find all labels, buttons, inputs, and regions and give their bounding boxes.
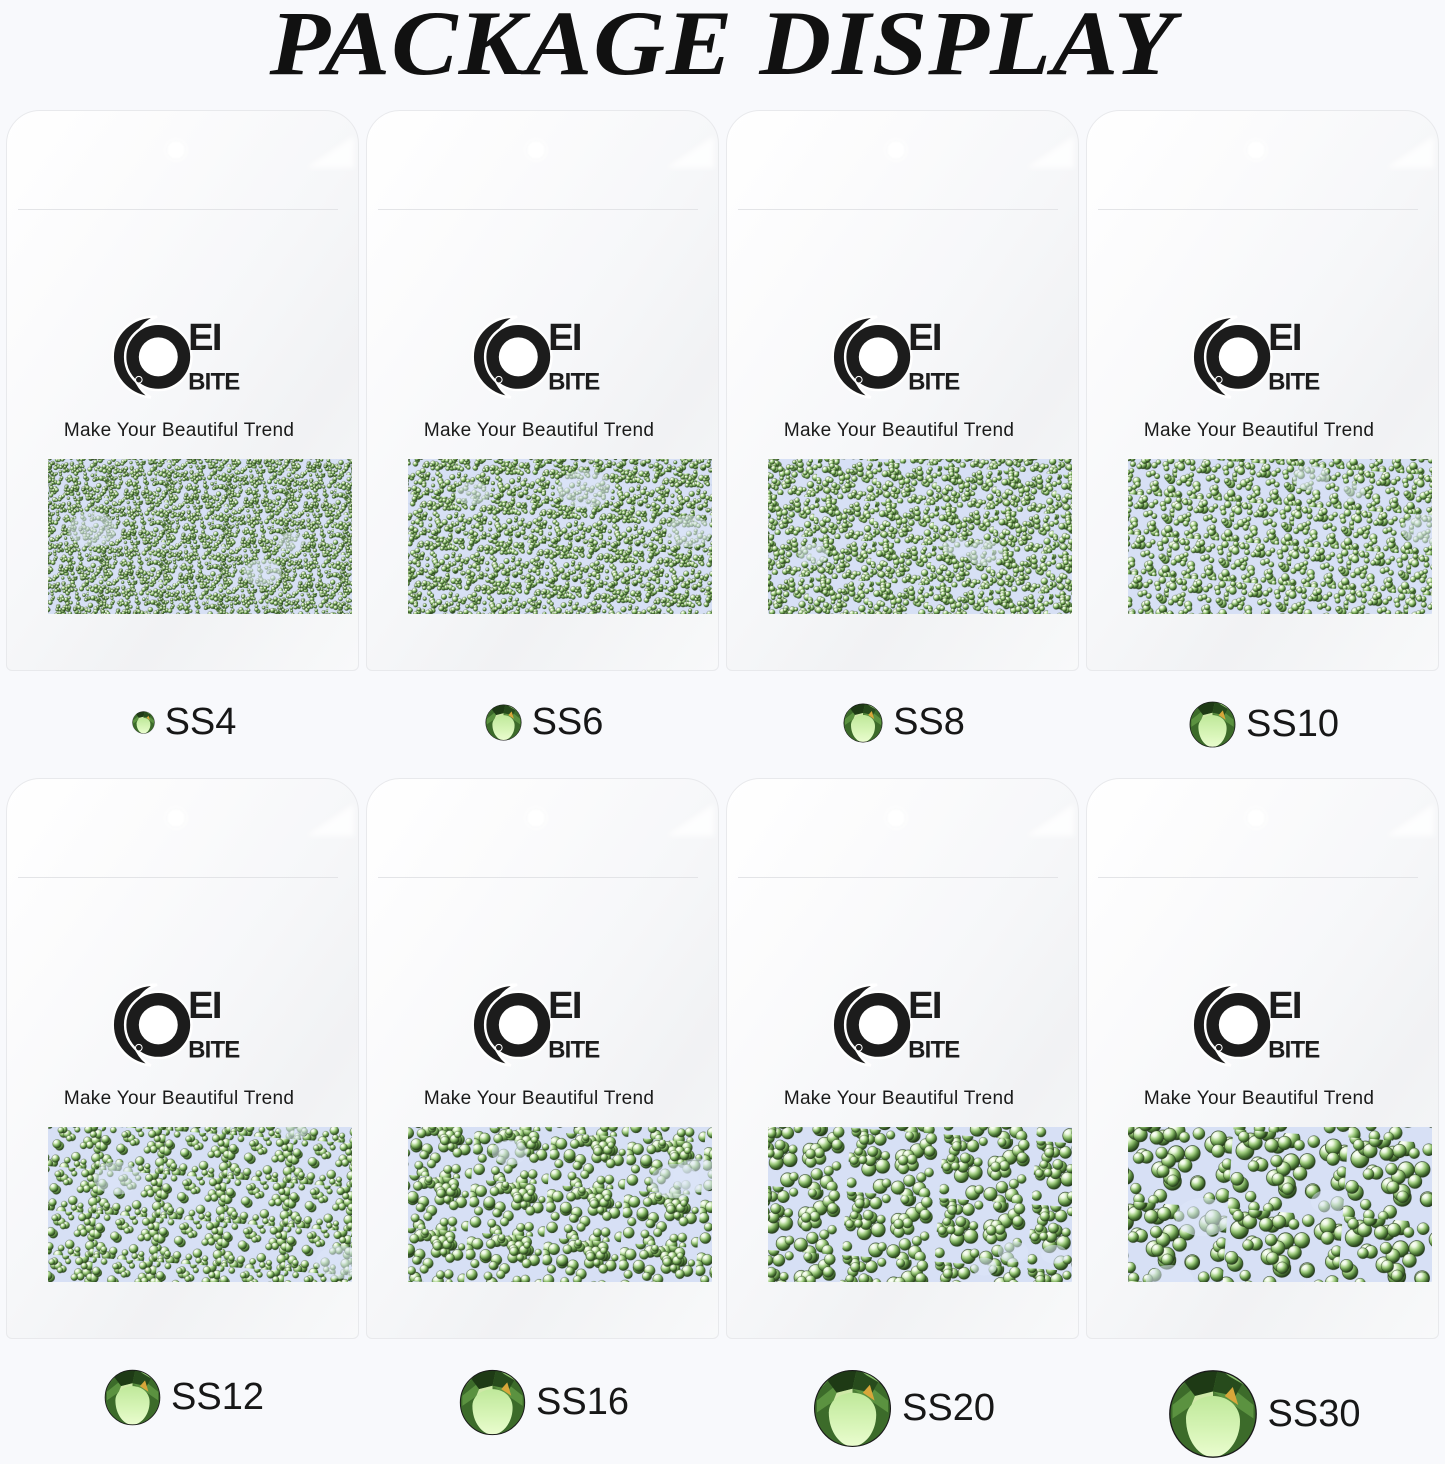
svg-text:EI: EI [188, 985, 221, 1027]
svg-text:EI: EI [1268, 985, 1301, 1027]
svg-text:EI: EI [548, 317, 581, 359]
svg-text:EI: EI [188, 317, 221, 359]
svg-text:BITE: BITE [548, 369, 600, 396]
svg-text:BITE: BITE [1268, 369, 1320, 396]
svg-text:BITE: BITE [908, 369, 960, 396]
svg-text:BITE: BITE [188, 369, 240, 396]
svg-text:EI: EI [548, 985, 581, 1027]
svg-text:BITE: BITE [1268, 1037, 1320, 1064]
svg-text:BITE: BITE [908, 1037, 960, 1064]
svg-text:BITE: BITE [188, 1037, 240, 1064]
svg-text:BITE: BITE [548, 1037, 600, 1064]
svg-text:EI: EI [908, 985, 941, 1027]
svg-text:EI: EI [1268, 317, 1301, 359]
svg-text:EI: EI [908, 317, 941, 359]
